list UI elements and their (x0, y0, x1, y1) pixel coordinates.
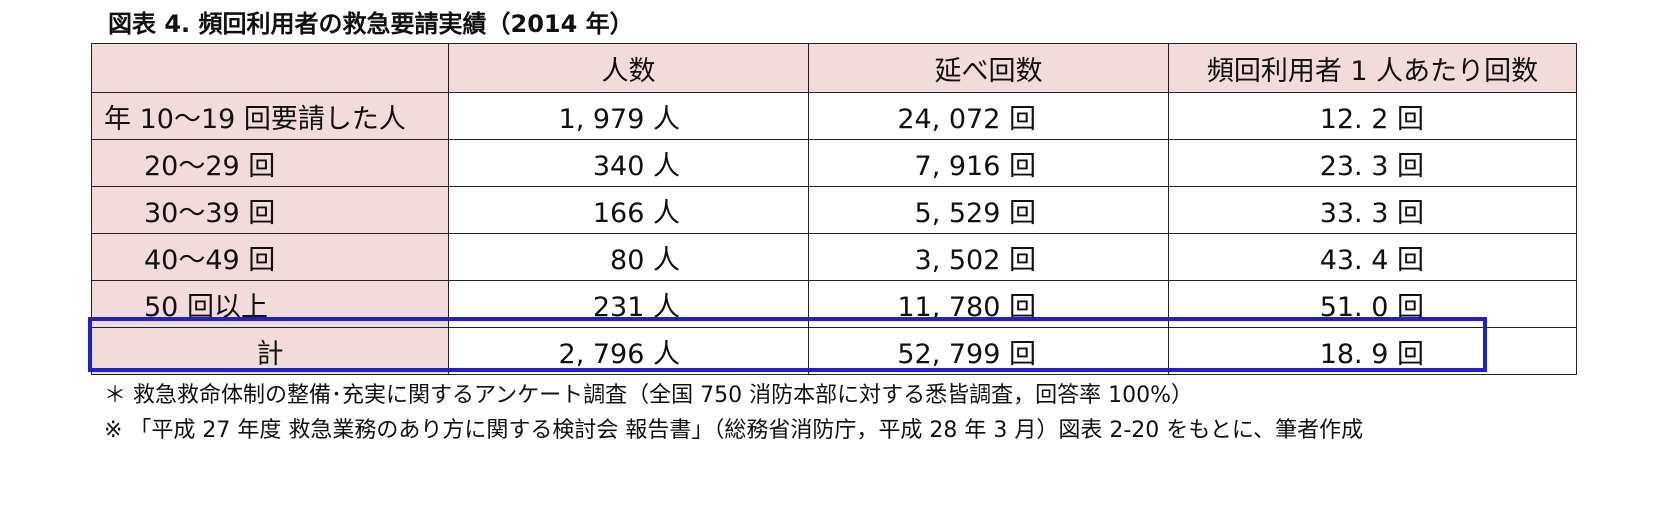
header-people: 人数 (448, 43, 809, 93)
row-label: 50 回以上 (91, 280, 449, 328)
header-total-calls: 延べ回数 (808, 43, 1169, 93)
total-calls-sum: 52, 799 回 (808, 327, 1169, 375)
figure-title: 図表 4. 頻回利用者の救急要請実績（2014 年） (108, 10, 634, 38)
table-row: 50 回以上 231 人 11, 780 回 51. 0 回 (91, 280, 1577, 328)
table-row: 30〜39 回 166 人 5, 529 回 33. 3 回 (91, 186, 1577, 234)
table-row: 40〜49 回 80 人 3, 502 回 43. 4 回 (91, 233, 1577, 281)
calls-per-person: 33. 3 回 (1168, 186, 1577, 234)
people-count: 340 人 (448, 139, 809, 187)
row-label: 年 10〜19 回要請した人 (91, 92, 449, 140)
total-row: 計 2, 796 人 52, 799 回 18. 9 回 (91, 327, 1577, 375)
header-calls-per-person: 頻回利用者 1 人あたり回数 (1168, 43, 1577, 93)
survey-source-note: ＊ 救急救命体制の整備･充実に関するアンケート調査（全国 750 消防本部に対す… (104, 383, 1193, 408)
total-calls: 7, 916 回 (808, 139, 1169, 187)
people-count: 1, 979 人 (448, 92, 809, 140)
data-table: 人数 延べ回数 頻回利用者 1 人あたり回数 年 10〜19 回要請した人 1,… (91, 43, 1577, 375)
calls-per-person: 12. 2 回 (1168, 92, 1577, 140)
total-calls: 3, 502 回 (808, 233, 1169, 281)
row-label: 30〜39 回 (91, 186, 449, 234)
total-calls: 11, 780 回 (808, 280, 1169, 328)
total-people-count: 2, 796 人 (448, 327, 809, 375)
total-calls: 5, 529 回 (808, 186, 1169, 234)
total-calls: 24, 072 回 (808, 92, 1169, 140)
table-header-row: 人数 延べ回数 頻回利用者 1 人あたり回数 (91, 43, 1577, 93)
calls-per-person: 23. 3 回 (1168, 139, 1577, 187)
people-count: 231 人 (448, 280, 809, 328)
people-count: 166 人 (448, 186, 809, 234)
total-calls-per-person: 18. 9 回 (1168, 327, 1577, 375)
row-label: 20〜29 回 (91, 139, 449, 187)
table-row: 年 10〜19 回要請した人 1, 979 人 24, 072 回 12. 2 … (91, 92, 1577, 140)
people-count: 80 人 (448, 233, 809, 281)
reference-source-note: ※ 「平成 27 年度 救急業務のあり方に関する検討会 報告書」（総務省消防庁，… (104, 418, 1364, 443)
calls-per-person: 51. 0 回 (1168, 280, 1577, 328)
table-row: 20〜29 回 340 人 7, 916 回 23. 3 回 (91, 139, 1577, 187)
total-label: 計 (91, 327, 449, 375)
calls-per-person: 43. 4 回 (1168, 233, 1577, 281)
row-label: 40〜49 回 (91, 233, 449, 281)
header-blank-cell (91, 43, 449, 93)
